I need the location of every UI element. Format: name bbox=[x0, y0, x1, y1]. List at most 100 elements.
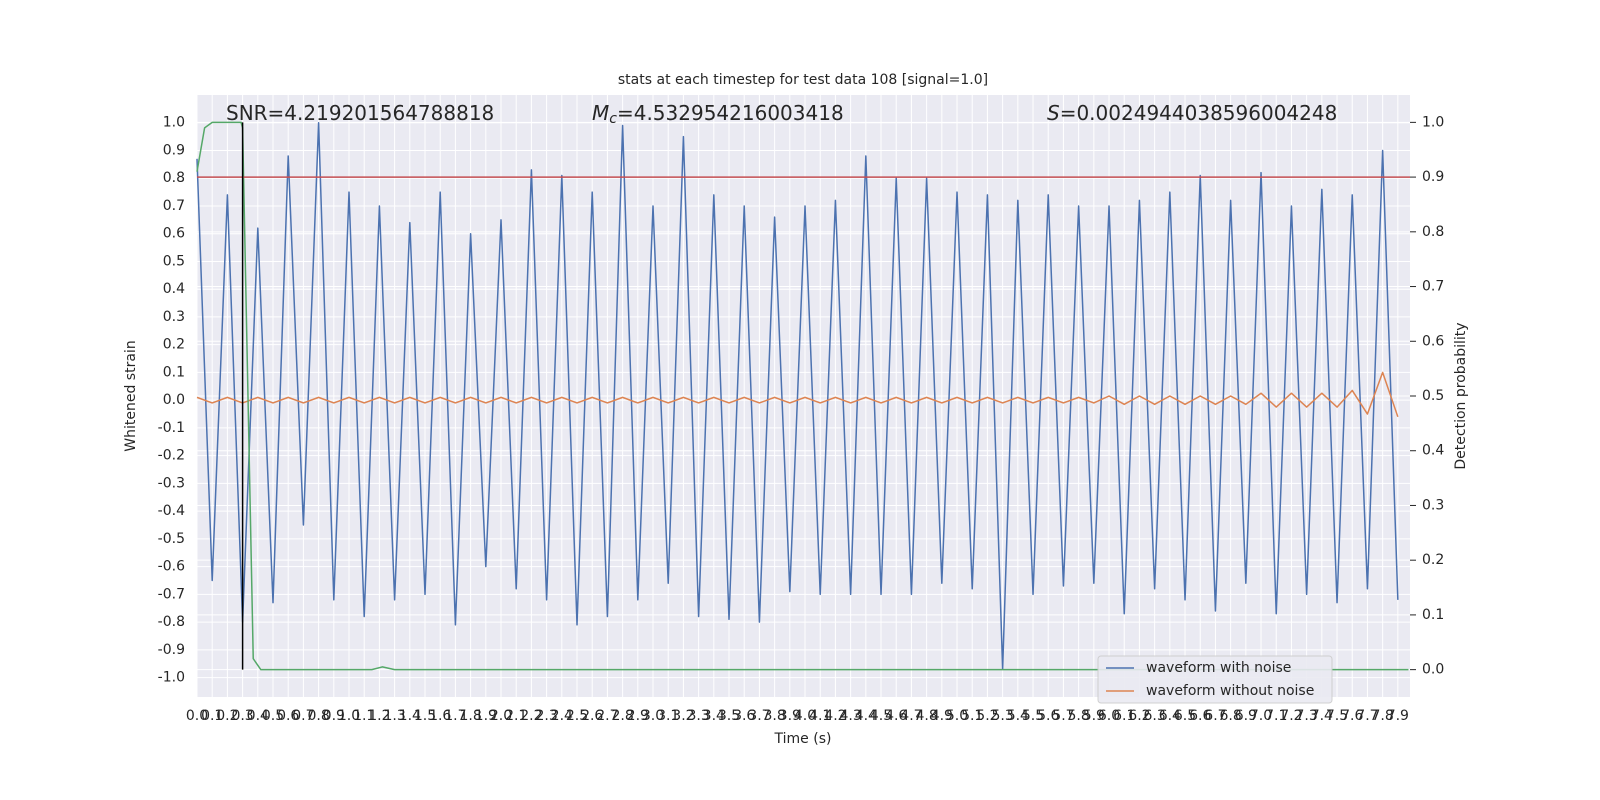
x-tick-label: 5.1 bbox=[961, 708, 983, 724]
x-axis-label: Time (s) bbox=[774, 731, 832, 747]
x-tick-label: 3.3 bbox=[687, 708, 709, 724]
x-tick-label: 0.8 bbox=[307, 708, 329, 724]
x-tick-label: 2.1 bbox=[505, 708, 527, 724]
x-tick-label: 2.7 bbox=[596, 708, 618, 724]
annotation-part: =0.0024944038596004248 bbox=[1060, 101, 1338, 125]
x-tick-label: 6.4 bbox=[1159, 708, 1181, 724]
x-tick-label: 4.7 bbox=[900, 708, 922, 724]
x-tick-label: 4.6 bbox=[885, 708, 907, 724]
x-tick-label: 5.3 bbox=[991, 708, 1013, 724]
x-tick-label: 5.9 bbox=[1083, 708, 1105, 724]
x-tick-label: 4.5 bbox=[870, 708, 892, 724]
y-tick-label: 0.0 bbox=[163, 392, 185, 408]
annotation-part: c bbox=[609, 111, 617, 127]
x-tick-label: 4.1 bbox=[809, 708, 831, 724]
y-axis-label: Whitened strain bbox=[123, 340, 139, 451]
x-tick-label: 6.6 bbox=[1189, 708, 1211, 724]
y-tick-label: -0.2 bbox=[158, 448, 185, 464]
legend-label: waveform with noise bbox=[1146, 660, 1291, 676]
y2-tick-label: 1.0 bbox=[1422, 114, 1444, 130]
x-tick-label: 1.4 bbox=[399, 708, 421, 724]
x-tick-label: 6.3 bbox=[1143, 708, 1165, 724]
x-tick-label: 1.6 bbox=[429, 708, 451, 724]
y2-tick-label: 0.9 bbox=[1422, 169, 1444, 185]
y-tick-label: -0.6 bbox=[158, 559, 185, 575]
y2-tick-label: 0.4 bbox=[1422, 443, 1444, 459]
y-tick-label: -0.5 bbox=[158, 531, 185, 547]
y-tick-label: 0.8 bbox=[163, 170, 185, 186]
x-tick-label: 0.6 bbox=[277, 708, 299, 724]
x-tick-label: 7.8 bbox=[1372, 708, 1394, 724]
y-tick-label: -0.4 bbox=[158, 503, 185, 519]
y-tick-label: 0.9 bbox=[163, 142, 185, 158]
x-tick-label: 2.3 bbox=[535, 708, 557, 724]
x-tick-label: 6.0 bbox=[1098, 708, 1120, 724]
x-tick-label: 7.6 bbox=[1341, 708, 1363, 724]
annotation-part: M bbox=[592, 101, 609, 125]
y2-tick-label: 0.1 bbox=[1422, 607, 1444, 623]
x-tick-label: 2.5 bbox=[566, 708, 588, 724]
probability-line bbox=[196, 121, 1409, 671]
x-tick-label: 4.2 bbox=[824, 708, 846, 724]
y-tick-label: 0.2 bbox=[163, 337, 185, 353]
x-tick-label: 0.3 bbox=[231, 708, 253, 724]
x-tick-label: 4.3 bbox=[839, 708, 861, 724]
chart-title: stats at each timestep for test data 108… bbox=[618, 72, 988, 88]
y-tick-label: -1.0 bbox=[158, 670, 185, 686]
x-tick-label: 1.2 bbox=[368, 708, 390, 724]
y2-tick-label: 0.2 bbox=[1422, 552, 1444, 568]
x-tick-label: 3.9 bbox=[779, 708, 801, 724]
y-tick-label: 0.1 bbox=[163, 364, 185, 380]
x-tick-label: 1.9 bbox=[475, 708, 497, 724]
y-tick-label: 0.6 bbox=[163, 226, 185, 242]
y-tick-label: -0.7 bbox=[158, 586, 185, 602]
x-tick-label: 7.1 bbox=[1265, 708, 1287, 724]
y-tick-label: 0.3 bbox=[163, 309, 185, 325]
x-tick-label: 7.7 bbox=[1356, 708, 1378, 724]
x-tick-label: 6.7 bbox=[1204, 708, 1226, 724]
annotation-part: =4.532954216003418 bbox=[617, 101, 844, 125]
legend-label: waveform without noise bbox=[1146, 683, 1314, 699]
x-tick-label: 2.6 bbox=[581, 708, 603, 724]
x-tick-label: 3.0 bbox=[642, 708, 664, 724]
x-tick-label: 3.1 bbox=[657, 708, 679, 724]
legend-box bbox=[1097, 655, 1333, 704]
x-tick-label: 3.7 bbox=[748, 708, 770, 724]
annotation-part: S bbox=[1047, 101, 1060, 125]
x-tick-label: 1.1 bbox=[353, 708, 375, 724]
x-tick-label: 5.4 bbox=[1007, 708, 1029, 724]
annotation: SNR=4.219201564788818 bbox=[226, 101, 494, 125]
x-tick-label: 4.0 bbox=[794, 708, 816, 724]
x-tick-label: 0.1 bbox=[201, 708, 223, 724]
x-tick-label: 7.2 bbox=[1280, 708, 1302, 724]
x-tick-label: 0.9 bbox=[323, 708, 345, 724]
x-tick-label: 0.0 bbox=[186, 708, 208, 724]
x-tick-label: 5.0 bbox=[946, 708, 968, 724]
x-tick-label: 0.4 bbox=[247, 708, 269, 724]
x-tick-label: 2.2 bbox=[520, 708, 542, 724]
x-tick-label: 6.9 bbox=[1235, 708, 1257, 724]
x-tick-label: 6.5 bbox=[1174, 708, 1196, 724]
y2-tick-label: 0.8 bbox=[1422, 224, 1444, 240]
x-tick-label: 5.5 bbox=[1022, 708, 1044, 724]
x-tick-label: 7.3 bbox=[1296, 708, 1318, 724]
x-tick-label: 5.6 bbox=[1037, 708, 1059, 724]
x-tick-label: 1.3 bbox=[383, 708, 405, 724]
x-tick-label: 1.7 bbox=[444, 708, 466, 724]
series-line bbox=[196, 371, 1399, 418]
y2-tick-label: 0.0 bbox=[1422, 662, 1444, 678]
x-tick-label: 1.8 bbox=[459, 708, 481, 724]
x-tick-label: 7.4 bbox=[1311, 708, 1333, 724]
y-tick-label: -0.1 bbox=[158, 420, 185, 436]
x-tick-label: 4.9 bbox=[931, 708, 953, 724]
x-tick-label: 6.8 bbox=[1220, 708, 1242, 724]
x-tick-label: 2.0 bbox=[490, 708, 512, 724]
y-tick-label: 0.5 bbox=[163, 253, 185, 269]
y-tick-label: -0.8 bbox=[158, 614, 185, 630]
x-tick-label: 3.8 bbox=[763, 708, 785, 724]
y2-axis-label: Detection probability bbox=[1453, 322, 1469, 469]
x-tick-label: 3.4 bbox=[703, 708, 725, 724]
x-tick-label: 3.6 bbox=[733, 708, 755, 724]
y2-tick-label: 0.7 bbox=[1422, 279, 1444, 295]
x-tick-label: 3.2 bbox=[672, 708, 694, 724]
